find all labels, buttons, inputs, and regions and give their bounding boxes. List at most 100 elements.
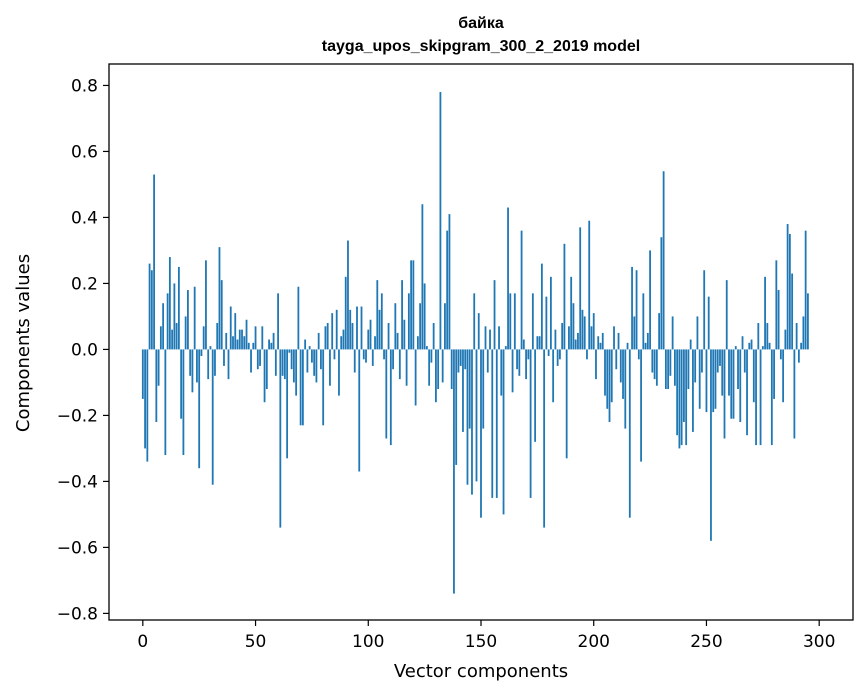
bar bbox=[522, 339, 525, 350]
bar bbox=[579, 227, 582, 350]
bar bbox=[446, 230, 449, 350]
bar bbox=[392, 349, 394, 370]
bar bbox=[450, 349, 453, 390]
bar bbox=[227, 349, 230, 380]
bar bbox=[590, 326, 593, 350]
bar bbox=[252, 342, 255, 350]
x-tick-label: 0 bbox=[137, 632, 148, 652]
bar bbox=[701, 349, 703, 373]
bar bbox=[687, 349, 690, 390]
bar bbox=[362, 349, 365, 360]
bar bbox=[673, 349, 676, 386]
x-axis-label: Vector components bbox=[394, 661, 568, 682]
bar bbox=[288, 349, 291, 353]
y-tick-label: 0.0 bbox=[71, 340, 98, 360]
bar bbox=[743, 349, 746, 373]
bar bbox=[243, 336, 246, 350]
bar bbox=[196, 349, 198, 383]
bar bbox=[777, 290, 780, 350]
bar bbox=[216, 323, 219, 350]
bar bbox=[214, 349, 216, 376]
bar bbox=[220, 280, 223, 350]
bar bbox=[513, 293, 516, 350]
bar bbox=[741, 336, 744, 350]
bar bbox=[734, 346, 737, 350]
bar bbox=[534, 349, 537, 442]
bar bbox=[410, 260, 413, 350]
bar bbox=[200, 349, 203, 357]
bar bbox=[604, 349, 606, 396]
bar bbox=[331, 313, 334, 350]
bar bbox=[308, 346, 311, 350]
bar bbox=[407, 293, 410, 350]
bar bbox=[378, 309, 381, 350]
bar bbox=[757, 323, 760, 350]
bar bbox=[622, 349, 624, 399]
bar bbox=[360, 306, 363, 350]
bar bbox=[664, 349, 667, 390]
bar bbox=[685, 349, 688, 446]
bar bbox=[484, 326, 487, 350]
bar bbox=[398, 349, 401, 380]
bar bbox=[642, 293, 645, 350]
bar bbox=[207, 349, 210, 380]
bar bbox=[730, 349, 733, 419]
bar bbox=[617, 332, 620, 350]
bar bbox=[272, 332, 275, 350]
bar bbox=[597, 336, 600, 350]
bar bbox=[437, 349, 440, 390]
bar bbox=[477, 313, 480, 350]
bar bbox=[229, 306, 232, 350]
bar bbox=[191, 349, 194, 393]
bar bbox=[299, 349, 302, 426]
bar bbox=[162, 303, 165, 350]
bar bbox=[764, 276, 766, 350]
bar bbox=[592, 313, 595, 350]
bar bbox=[667, 349, 670, 390]
bar bbox=[782, 349, 785, 403]
bar bbox=[538, 336, 541, 350]
bar bbox=[540, 263, 543, 350]
bar bbox=[498, 326, 500, 350]
bar bbox=[692, 349, 694, 432]
bar bbox=[403, 319, 406, 350]
bar bbox=[529, 349, 532, 498]
bar bbox=[148, 263, 151, 350]
y-tick-label: 0.2 bbox=[71, 274, 98, 294]
bar bbox=[788, 233, 791, 350]
bar bbox=[527, 349, 530, 360]
bar bbox=[464, 349, 467, 370]
bar bbox=[680, 349, 683, 446]
bar bbox=[574, 339, 577, 350]
y-tick-label: 0.8 bbox=[71, 76, 98, 96]
bars-group bbox=[141, 92, 809, 594]
bar bbox=[322, 349, 325, 426]
bar bbox=[669, 349, 672, 376]
bar bbox=[586, 349, 588, 360]
bar bbox=[344, 276, 347, 350]
bar bbox=[770, 349, 773, 446]
chart-title-line1: байка bbox=[458, 15, 504, 32]
bar bbox=[725, 280, 728, 350]
bar bbox=[340, 336, 343, 350]
bar bbox=[635, 270, 638, 350]
bar bbox=[761, 346, 764, 350]
bar bbox=[432, 323, 435, 350]
bar bbox=[653, 349, 656, 380]
bar bbox=[728, 349, 730, 396]
bar bbox=[795, 323, 798, 350]
bar bbox=[380, 293, 383, 350]
bar bbox=[640, 349, 642, 462]
bar bbox=[376, 280, 379, 350]
bar bbox=[281, 349, 284, 376]
bar bbox=[466, 349, 469, 485]
bar bbox=[315, 349, 318, 383]
bar bbox=[482, 349, 485, 429]
bar bbox=[175, 323, 178, 350]
bar bbox=[468, 349, 471, 429]
bar bbox=[157, 349, 160, 386]
x-tick-label: 150 bbox=[465, 632, 497, 652]
y-tick-label: 0.6 bbox=[71, 142, 98, 162]
bar bbox=[520, 230, 523, 350]
x-tick-label: 300 bbox=[803, 632, 835, 652]
